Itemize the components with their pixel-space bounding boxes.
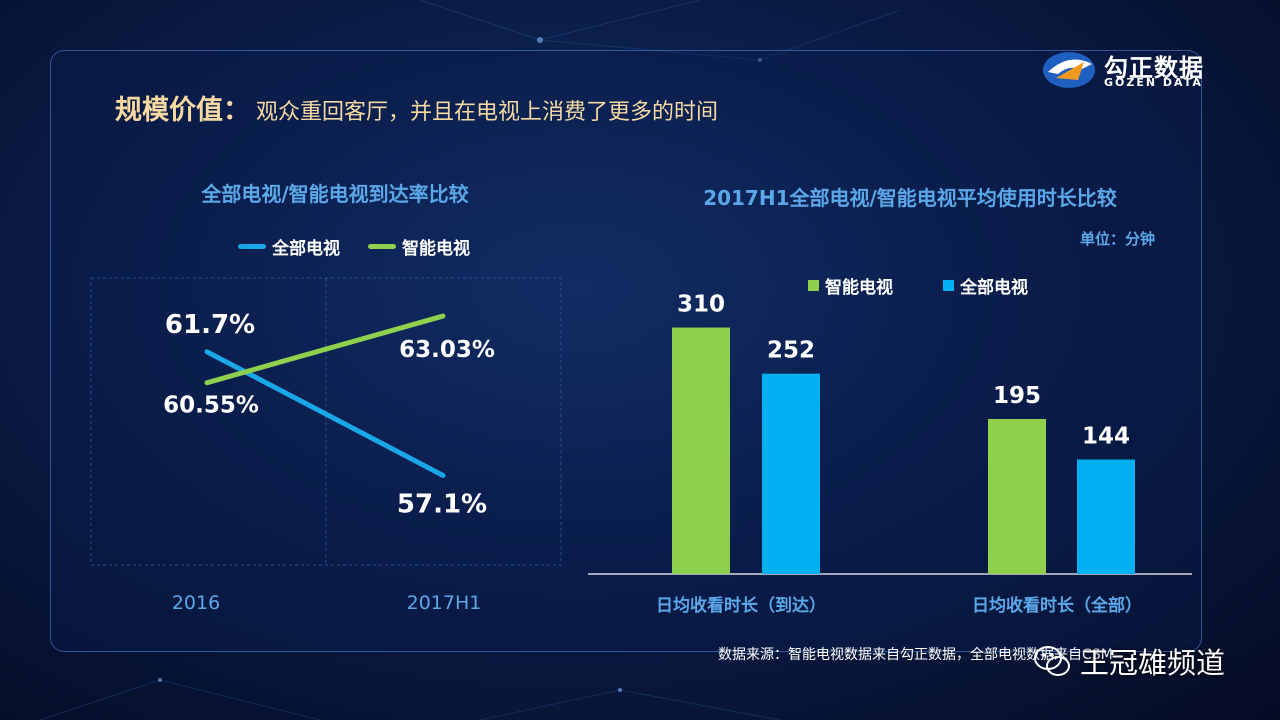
gozen-logo: 勾正数据 GOZEN DATA: [1040, 46, 1230, 96]
legend-label-smart-tv-bar: 智能电视: [825, 278, 893, 298]
title-key: 规模价值：: [115, 95, 250, 126]
bar-label-all-tv-0: 252: [767, 338, 815, 364]
bar-label-smart-tv-0: 310: [677, 292, 725, 318]
legend-label-smart-tv: 智能电视: [402, 239, 470, 259]
bar-all-tv-0: [762, 373, 820, 574]
bar-smart-tv-0: [672, 327, 730, 574]
title-text: 观众重回客厅，并且在电视上消费了更多的时间: [256, 100, 719, 125]
legend-swatch-all-tv-bar: [943, 280, 954, 291]
data-label-all-tv-2017h1: 57.1%: [397, 489, 487, 519]
page-title: 规模价值： 观众重回客厅，并且在电视上消费了更多的时间: [115, 88, 718, 128]
x-tick-2016: 2016: [172, 592, 220, 614]
data-label-smart-tv-2017h1: 63.03%: [399, 337, 495, 363]
bar-group: 310 195 252 144: [672, 292, 1135, 574]
watermark-text: 王冠雄频道: [1080, 646, 1226, 680]
line-series-smart-tv: [204, 313, 446, 386]
bar-label-smart-tv-1: 195: [993, 383, 1041, 409]
wechat-icon: [1034, 646, 1070, 676]
bar-label-all-tv-1: 144: [1082, 424, 1130, 450]
watermark: 王冠雄频道: [1032, 640, 1225, 682]
logo-en-text: GOZEN DATA: [1104, 76, 1203, 89]
bar-all-tv-1: [1077, 459, 1135, 574]
line-chart-plot-area: [90, 277, 562, 566]
right-chart-legend: 智能电视 全部电视: [808, 273, 1028, 298]
legend-swatch-all-tv: [238, 244, 266, 249]
x-category-reach: 日均收看时长（到达）: [656, 595, 826, 616]
legend-label-all-tv: 全部电视: [272, 239, 340, 259]
right-chart-unit: 单位：分钟: [1080, 230, 1156, 248]
legend-swatch-smart-tv: [368, 244, 396, 249]
data-source-note: 数据来源：智能电视数据来自勾正数据，全部电视数据来自CSM: [718, 647, 1113, 663]
left-chart-title: 全部电视/智能电视到达率比较: [201, 182, 469, 206]
data-label-all-tv-2016: 61.7%: [165, 310, 255, 340]
bar-smart-tv-1: [988, 418, 1046, 574]
x-tick-2017h1: 2017H1: [407, 592, 482, 614]
right-chart-title: 2017H1全部电视/智能电视平均使用时长比较: [703, 186, 1117, 210]
x-category-all: 日均收看时长（全部）: [972, 595, 1142, 616]
logo-cn-text: 勾正数据: [1104, 54, 1204, 82]
left-chart-legend: 全部电视 智能电视: [238, 234, 470, 259]
legend-label-all-tv-bar: 全部电视: [960, 278, 1028, 298]
gozen-logo-icon: [1043, 52, 1095, 88]
legend-swatch-smart-tv-bar: [808, 280, 819, 291]
data-label-smart-tv-2016: 60.55%: [163, 393, 259, 419]
